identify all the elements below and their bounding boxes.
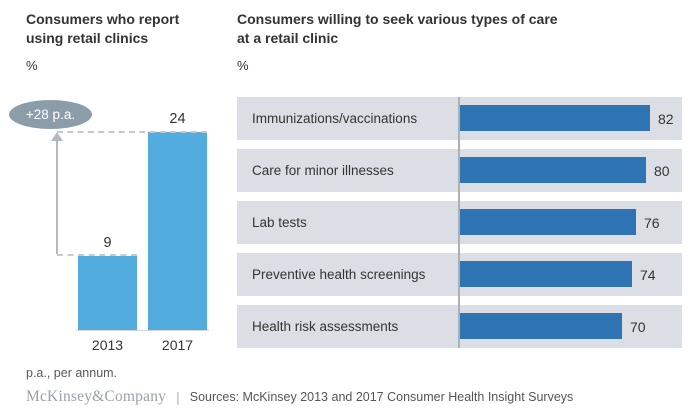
care-type-bar <box>460 209 636 235</box>
left-chart-title-line2: using retail clinics <box>26 30 149 46</box>
sources-text: Sources: McKinsey 2013 and 2017 Consumer… <box>189 390 574 404</box>
right-chart-title: Consumers willing to seek various types … <box>237 10 558 48</box>
right-chart-title-line2: at a retail clinic <box>237 30 339 46</box>
care-type-value: 80 <box>654 162 670 179</box>
dashed-guide-top <box>57 131 207 133</box>
care-type-label: Care for minor illnesses <box>252 163 394 178</box>
care-type-bar <box>460 157 646 183</box>
care-type-bar <box>460 313 622 339</box>
footnote: p.a., per annum. <box>26 366 118 380</box>
x-axis-label-2017: 2017 <box>161 337 194 353</box>
left-chart-title-line1: Consumers who report <box>26 11 180 27</box>
left-chart-title: Consumers who report using retail clinic… <box>26 10 179 48</box>
dashed-guide-bottom <box>57 254 137 256</box>
left-chart-baseline <box>76 330 209 331</box>
bar-2017 <box>148 132 207 330</box>
growth-badge: +28 p.a. <box>9 100 92 129</box>
care-type-value: 76 <box>644 214 660 231</box>
right-bar-chart: Immunizations/vaccinations 82 Care for min… <box>237 97 682 357</box>
care-type-value: 70 <box>630 318 646 335</box>
care-type-label: Immunizations/vaccinations <box>252 111 418 126</box>
care-type-bar <box>460 261 632 287</box>
bar-2013 <box>78 256 137 330</box>
bar-value-label: 9 <box>103 235 112 251</box>
care-type-value: 74 <box>640 266 656 283</box>
growth-arrow-shaft <box>56 140 58 254</box>
care-type-bar <box>460 105 650 131</box>
growth-arrow-head-icon <box>51 132 63 141</box>
care-type-value: 82 <box>658 110 674 127</box>
right-chart-unit-label: % <box>237 58 249 73</box>
care-type-label: Lab tests <box>252 215 307 230</box>
care-type-label: Health risk assessments <box>252 319 399 334</box>
right-chart-title-line1: Consumers willing to seek various types … <box>237 11 558 27</box>
x-axis-label-2013: 2013 <box>91 337 124 353</box>
care-type-row: Preventive health screenings 74 <box>237 253 682 296</box>
left-chart-unit-label: % <box>26 58 38 73</box>
bar-value-label: 24 <box>169 111 186 127</box>
right-chart-axis-line <box>458 97 460 348</box>
footer-divider: | <box>176 389 180 405</box>
care-type-label: Preventive health screenings <box>252 267 426 282</box>
mckinsey-logo: McKinsey&Company <box>26 388 167 405</box>
footer: McKinsey&Company | Sources: McKinsey 201… <box>26 388 573 406</box>
